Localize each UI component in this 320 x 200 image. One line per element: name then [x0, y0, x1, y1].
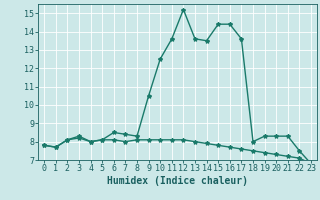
X-axis label: Humidex (Indice chaleur): Humidex (Indice chaleur) [107, 176, 248, 186]
